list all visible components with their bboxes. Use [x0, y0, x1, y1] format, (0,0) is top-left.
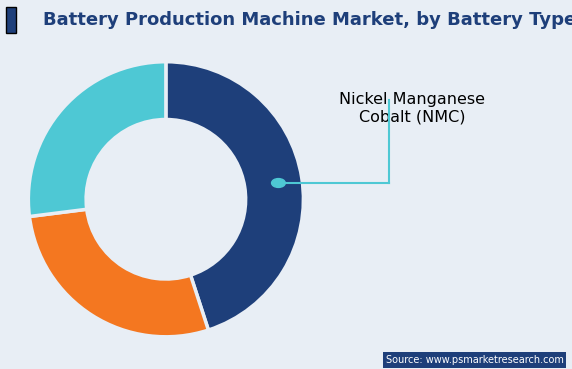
Wedge shape	[29, 62, 166, 217]
Wedge shape	[29, 209, 208, 337]
Text: Nickel Manganese
Cobalt (NMC): Nickel Manganese Cobalt (NMC)	[339, 92, 485, 125]
Wedge shape	[166, 62, 303, 330]
Text: Source: www.psmarketresearch.com: Source: www.psmarketresearch.com	[386, 355, 563, 365]
Text: Battery Production Machine Market, by Battery Type: Battery Production Machine Market, by Ba…	[43, 11, 572, 29]
